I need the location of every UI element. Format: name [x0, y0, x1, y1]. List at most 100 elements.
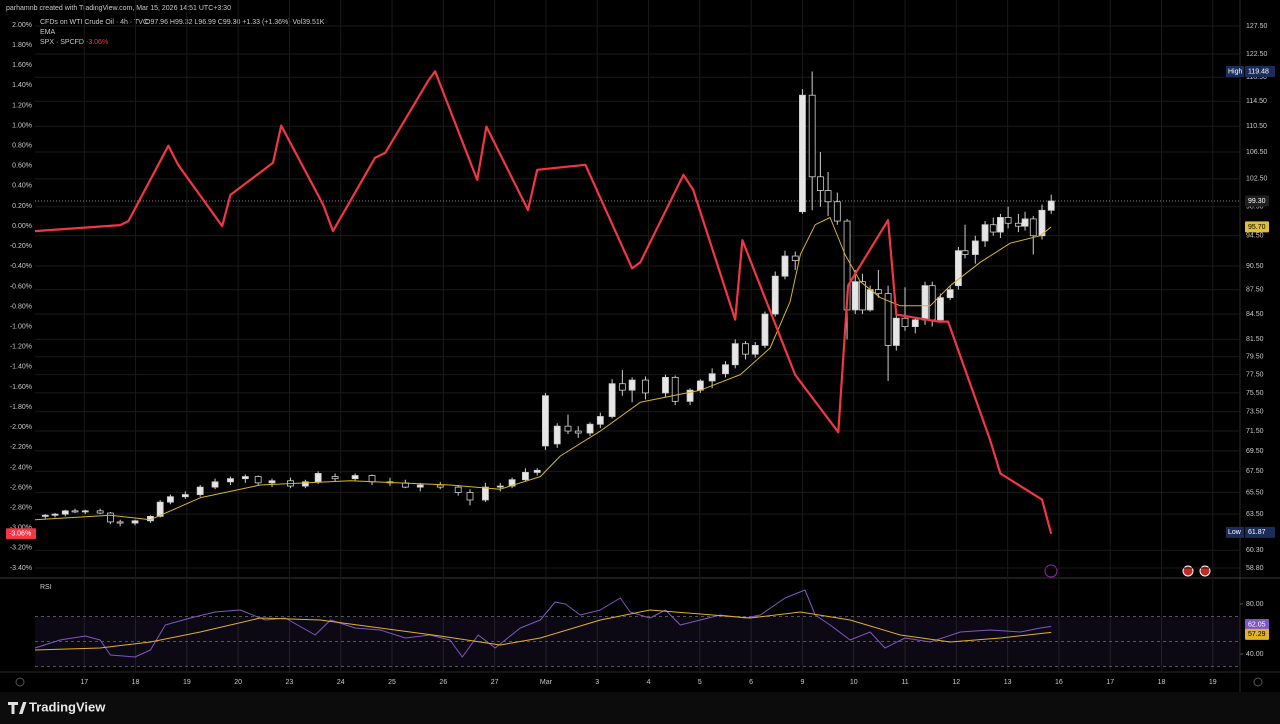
candle-body — [911, 319, 919, 328]
candle-body — [574, 430, 582, 434]
time-tick-label: 10 — [850, 679, 858, 686]
candle-body — [61, 510, 69, 515]
price-tick-label: 67.50 — [1246, 468, 1264, 475]
candle-body — [808, 94, 816, 178]
time-tick-label: 25 — [388, 679, 396, 686]
last-price-label: 99.30 — [1248, 198, 1266, 205]
candle-body — [522, 472, 529, 481]
event-icon[interactable] — [1044, 564, 1058, 578]
candle-body — [824, 190, 832, 203]
low-label-bg — [1245, 526, 1275, 538]
candle-body — [596, 416, 604, 425]
candle-body — [167, 496, 174, 503]
ema-line — [34, 217, 1052, 521]
time-tick-label: 13 — [1004, 679, 1012, 686]
candle-body — [301, 481, 309, 487]
candle-body — [892, 317, 900, 346]
candle-body — [928, 285, 936, 321]
candle-body — [1029, 218, 1037, 237]
price-tick-label: 118.50 — [1246, 74, 1267, 81]
time-tick-label: 12 — [952, 679, 960, 686]
high-label: 119.48 — [1248, 68, 1269, 75]
candle-body — [628, 379, 636, 391]
candle-body — [946, 289, 954, 299]
price-tick-label: 60.30 — [1246, 547, 1264, 554]
candle-body — [466, 492, 474, 501]
candle-body — [859, 281, 866, 311]
time-tick-label: 19 — [1209, 679, 1217, 686]
candle-body — [618, 383, 626, 391]
candle-body — [937, 297, 944, 321]
candle-body — [761, 313, 769, 346]
time-tick-label: 3 — [595, 679, 599, 686]
time-tick-label: 4 — [647, 679, 651, 686]
compare-label-bg — [6, 528, 36, 540]
time-tick-label: 18 — [1158, 679, 1166, 686]
price-tick-label: 77.50 — [1246, 371, 1264, 378]
candle-body — [799, 94, 806, 213]
candle-body — [351, 475, 359, 480]
ema-label-bg — [1245, 221, 1269, 233]
percent-tick-label: 1.20% — [12, 102, 32, 109]
rsi-last-label: 57.29 — [1248, 631, 1266, 638]
rsi-last-label-bg — [1245, 618, 1269, 630]
last-price-label-bg — [1245, 195, 1269, 207]
percent-tick-label: -1.40% — [10, 364, 32, 371]
time-tick-label: 9 — [800, 679, 804, 686]
time-tick-label: 24 — [337, 679, 345, 686]
percent-tick-label: -0.20% — [10, 243, 32, 250]
compare-change: -3.06% — [86, 39, 108, 46]
settings-button[interactable] — [15, 677, 25, 687]
candle-body — [41, 514, 49, 517]
candle-body — [156, 501, 164, 517]
price-tick-label: 110.50 — [1246, 123, 1267, 130]
candle-body — [314, 473, 322, 483]
price-tick-label: 69.50 — [1246, 448, 1264, 455]
candle-body — [331, 476, 339, 480]
candle-body — [553, 425, 561, 445]
time-tick-label: 19 — [183, 679, 191, 686]
candle-body — [542, 395, 549, 447]
candle-body — [851, 281, 859, 311]
price-tick-label: 58.80 — [1246, 565, 1264, 572]
candle-body — [211, 481, 219, 488]
candle-body — [781, 255, 789, 277]
time-tick-label: 18 — [132, 679, 140, 686]
price-tick-label: 114.50 — [1246, 98, 1267, 105]
candle-body — [671, 376, 679, 402]
high-tag: High — [1228, 68, 1243, 75]
candle-body — [241, 476, 249, 480]
candle-body — [368, 475, 376, 483]
candle-body — [742, 343, 749, 355]
ema-label: 95.70 — [1248, 224, 1266, 231]
candle-body — [436, 484, 444, 488]
candle-body — [662, 376, 669, 394]
price-tick-label: 65.50 — [1246, 489, 1264, 496]
candle-body — [1047, 200, 1055, 211]
percent-tick-label: -0.40% — [10, 263, 32, 270]
price-tick-label: 127.50 — [1246, 23, 1268, 30]
candle-body — [564, 425, 572, 432]
time-tick-label: 26 — [439, 679, 447, 686]
rsi-line — [34, 589, 1052, 658]
percent-tick-label: -2.20% — [10, 444, 32, 451]
rsi-line — [34, 609, 1052, 651]
logo — [8, 702, 27, 714]
percent-tick-label: 1.60% — [12, 62, 32, 69]
symbol-legend: CFDs on WTI Crude Oil · 4h · TVC — [40, 19, 148, 26]
candle-body — [51, 513, 59, 516]
candle-body — [508, 479, 516, 487]
percent-tick-label: -0.80% — [10, 303, 32, 310]
time-tick-label: 11 — [901, 679, 908, 686]
candle-body — [642, 379, 649, 394]
candle-body — [268, 480, 276, 484]
candle-body — [696, 380, 704, 391]
ema-legend: EMA — [40, 29, 56, 36]
time-tick-label: 17 — [80, 679, 88, 686]
percent-tick-label: 1.80% — [12, 42, 32, 49]
price-tick-label: 87.50 — [1246, 286, 1264, 293]
low-tag: Low — [1228, 529, 1242, 536]
auto-scale-button[interactable] — [1253, 677, 1263, 687]
candle-body — [196, 486, 204, 495]
